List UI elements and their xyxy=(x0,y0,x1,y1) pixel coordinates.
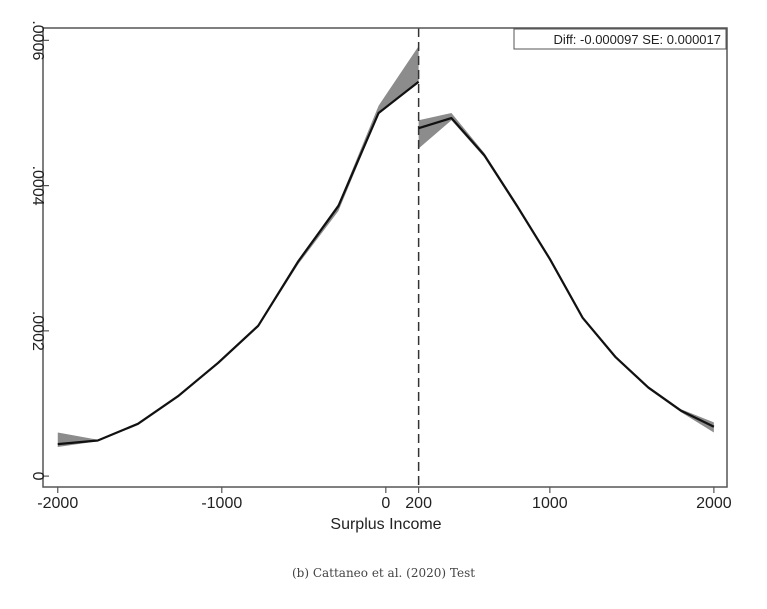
annotation-text: Diff: -0.000097 SE: 0.000017 xyxy=(554,32,721,47)
annotation-box xyxy=(513,28,727,50)
x-tick-label: 0 xyxy=(381,495,390,512)
density-lines xyxy=(57,80,715,446)
ci-band-left xyxy=(57,46,419,448)
density-line-left xyxy=(57,80,420,446)
ci-band-right xyxy=(418,112,714,433)
x-tick-label: 2000 xyxy=(696,495,732,512)
density-line-right xyxy=(418,116,715,428)
x-tick-label: -2000 xyxy=(37,495,78,512)
y-tick-label: .0004 xyxy=(29,166,46,206)
axes: -2000 -1000 0 200 1000 2000 0 .0002 .0004 .0006 xyxy=(29,20,732,512)
x-tick-label: 1000 xyxy=(532,495,568,512)
y-tick-label: .0006 xyxy=(29,20,46,60)
x-axis-label: Surplus Income xyxy=(330,516,441,533)
x-tick-label: -1000 xyxy=(201,495,242,512)
y-tick-label: 0 xyxy=(29,472,46,481)
figure-caption: (b) Cattaneo et al. (2020) Test xyxy=(291,566,476,580)
plot-frame xyxy=(42,27,728,488)
x-tick-label: 200 xyxy=(405,495,432,512)
y-tick-label: .0002 xyxy=(29,311,46,351)
